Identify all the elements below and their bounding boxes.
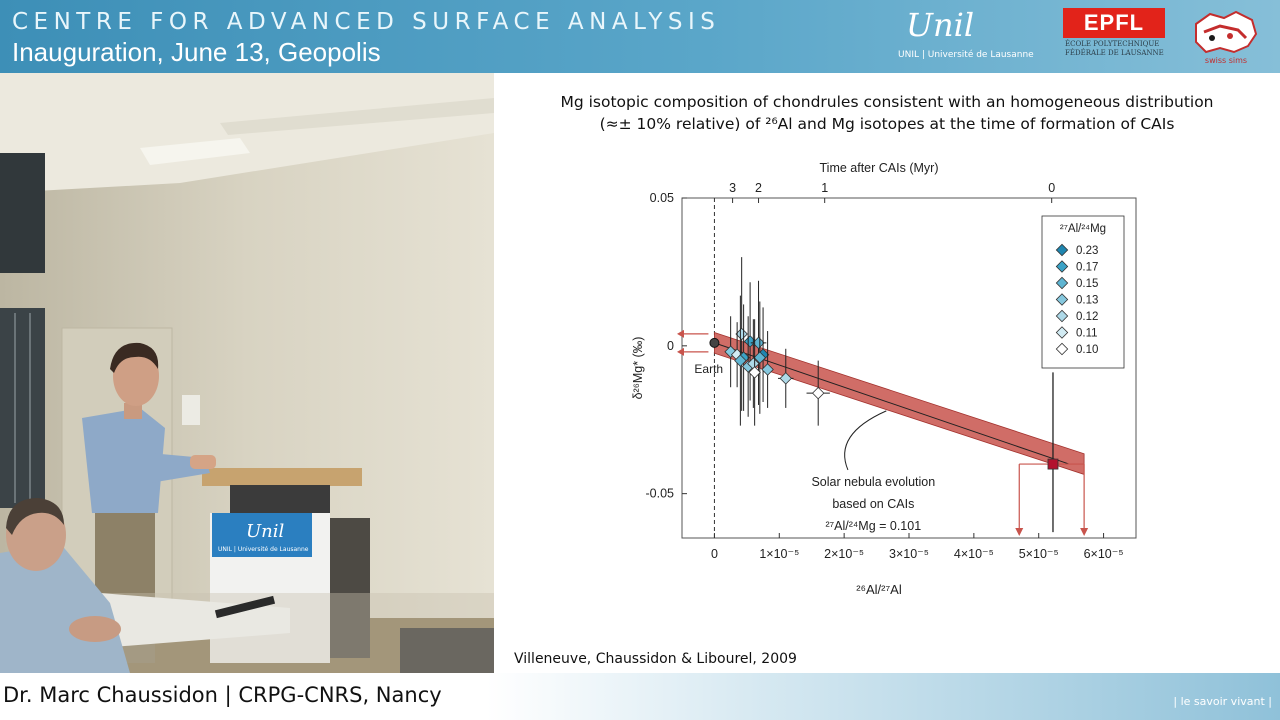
presentation-slide: Mg isotopic composition of chondrules co… [494,73,1280,673]
chondrule-point [748,366,761,379]
x-axis-title: ²⁶Al/²⁷Al [856,582,902,597]
epfl-wordmark: EPFL [1063,8,1165,38]
lectern-logo-wordmark: Unil [246,521,285,542]
chondrule-point [761,363,774,376]
chondrule-point [735,327,748,341]
top-tick-label: 1 [821,181,828,195]
y-axis-title: δ²⁶Mg* (‰) [631,337,645,400]
annotation-leader [844,410,887,471]
lectern-logo [212,513,312,557]
earth-label: Earth [694,362,723,376]
cai-arrow-righthead [1080,528,1089,536]
legend-marker [1055,342,1069,356]
legend-label: 0.23 [1076,245,1098,257]
page-subtitle: Inauguration, June 13, Geopolis [12,37,381,67]
chondrule-point [752,336,765,350]
legend-label: 0.15 [1076,278,1098,290]
cai-point [1047,458,1059,470]
slide-caption-line1: Mg isotopic composition of chondrules co… [560,93,1214,111]
unil-tagline: UNIL | Université de Lausanne [898,50,1034,60]
legend-marker [1055,309,1069,323]
swiss-sims-wordmark: swiss sims [1205,56,1247,65]
legend-marker [1055,243,1069,257]
legend-label: 0.12 [1076,311,1098,323]
legend-label: 0.13 [1076,295,1098,307]
epfl-logo: EPFL ÉCOLE POLYTECHNIQUE FÉDÉRALE DE LAU… [1063,8,1165,68]
x-tick-label: 0 [711,547,718,561]
lectern-logo-tagline: UNIL | Université de Lausanne [218,546,309,553]
video-frame: Unil UNIL | Université de Lausanne [0,73,494,673]
presenter-shirt [82,408,165,513]
legend-marker [1055,326,1069,339]
unil-logo: Unil UNIL | Université de Lausanne [898,6,1054,66]
top-tick-label: 0 [1048,181,1055,195]
y-tick-label: -0.05 [646,487,675,501]
epfl-tagline: ÉCOLE POLYTECHNIQUE FÉDÉRALE DE LAUSANNE [1065,40,1164,57]
legend-marker [1055,293,1069,306]
annotation-line: Solar nebula evolution [811,475,935,489]
annotation-line: ²⁷Al/²⁴Mg = 0.101 [825,519,921,533]
legend-marker [1055,260,1069,273]
lectern-top [202,468,362,486]
top-tick-label: 3 [729,181,736,195]
chondrule-point [779,372,792,385]
chondrule-point [753,351,767,364]
cai-arrow-lefthead [1015,528,1024,536]
citation: Villeneuve, Chaussidon & Libourel, 2009 [514,651,797,667]
legend-label: 0.10 [1076,344,1098,356]
chondrule-point [747,357,760,370]
earth-arrowhead [677,329,684,338]
top-tick-label: 2 [755,181,762,195]
x-tick-label: 2×10⁻⁵ [824,547,864,561]
speaker-caption: Dr. Marc Chaussidon | CRPG-CNRS, Nancy [3,683,442,707]
legend-label: 0.17 [1076,262,1098,274]
y-tick-label: 0 [667,339,674,353]
x-tick-label: 6×10⁻⁵ [1084,547,1124,561]
slide-caption-line2: (≈± 10% relative) of ²⁶Al and Mg isotope… [599,115,1175,133]
ceiling-light [140,138,250,165]
legend-label: 0.11 [1076,328,1098,340]
window-lower [0,308,45,508]
unil-motto: | le savoir vivant | [1173,695,1272,708]
x-tick-label: 5×10⁻⁵ [1019,547,1059,561]
page-title: CENTRE FOR ADVANCED SURFACE ANALYSIS [12,9,721,35]
chondrule-point [811,386,825,400]
top-axis-title: Time after CAIs (Myr) [820,161,939,175]
y-tick-label: 0.05 [650,191,674,205]
legend-box [1041,215,1125,369]
speaker-video: Unil UNIL | Université de Lausanne [0,73,494,673]
chondrule-point [734,354,747,367]
footer-bar: Dr. Marc Chaussidon | CRPG-CNRS, Nancy |… [0,673,1280,720]
swiss-sims-logo: swiss sims [1195,10,1258,65]
unil-wordmark: Unil [906,6,975,44]
x-tick-label: 1×10⁻⁵ [759,547,799,561]
legend-title: ²⁷Al/²⁴Mg [1060,223,1106,235]
legend-marker [1055,276,1069,290]
annotation-line: based on CAIs [832,497,914,511]
window-upper [0,153,45,273]
header-banner: CENTRE FOR ADVANCED SURFACE ANALYSIS Ina… [0,0,1280,73]
nebula-line [714,342,1070,465]
earth-point [709,337,720,348]
presenter-face [113,346,159,406]
x-tick-label: 3×10⁻⁵ [889,547,929,561]
x-tick-label: 4×10⁻⁵ [954,547,994,561]
isotope-chart: 0 1×10⁻⁵ 2×10⁻⁵ 3×10⁻⁵ 4×10⁻⁵ 5×10⁻⁵ 6×10⁻⁵ 0.0… [631,161,1137,597]
earth-arrowhead [677,347,684,356]
